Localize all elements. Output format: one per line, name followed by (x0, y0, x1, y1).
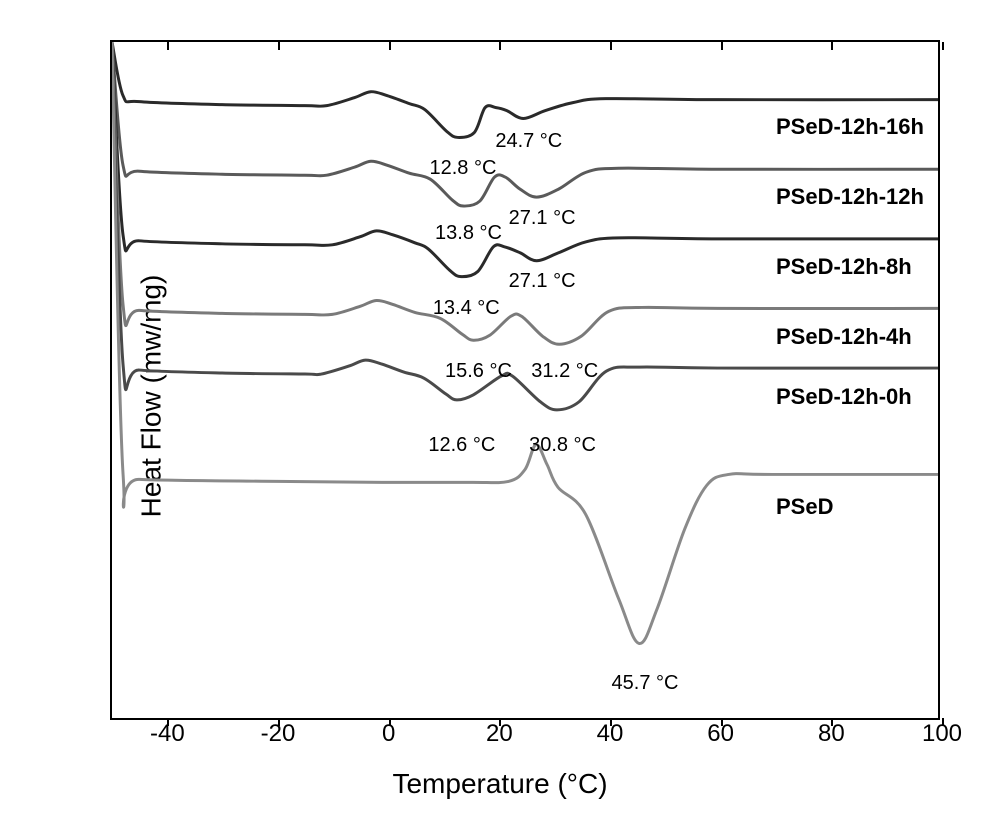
x-tick-label: 0 (382, 720, 395, 748)
plot-area: -40-20020406080100PSeD-12h-16h12.8 °C24.… (110, 40, 940, 720)
x-tick-mark (831, 42, 833, 50)
point-label: 31.2 °C (531, 360, 598, 383)
x-tick-mark (721, 42, 723, 50)
x-axis-label: Temperature (°C) (392, 768, 607, 800)
point-label: 12.8 °C (429, 157, 496, 180)
x-tick-mark (610, 42, 612, 50)
x-tick-mark (389, 42, 391, 50)
point-label: 30.8 °C (529, 434, 596, 457)
x-tick-label: 20 (486, 720, 513, 748)
x-tick-label: 60 (707, 720, 734, 748)
x-tick-label: -40 (150, 720, 185, 748)
x-tick-label: 40 (597, 720, 624, 748)
point-label: 15.6 °C (445, 360, 512, 383)
point-label: 27.1 °C (509, 207, 576, 230)
series-label: PSeD-12h-16h (776, 114, 924, 140)
point-label: 45.7 °C (612, 672, 679, 695)
x-tick-mark (167, 42, 169, 50)
series-label: PSeD (776, 494, 833, 520)
series-label: PSeD-12h-0h (776, 384, 912, 410)
point-label: 12.6 °C (428, 434, 495, 457)
point-label: 24.7 °C (495, 130, 562, 153)
dsc-chart: Heat Flow (mw/mg) -40-20020406080100PSeD… (20, 20, 980, 810)
x-tick-mark (942, 42, 944, 50)
series-label: PSeD-12h-4h (776, 324, 912, 350)
x-tick-mark (278, 42, 280, 50)
x-tick-mark (499, 42, 501, 50)
x-tick-label: -20 (261, 720, 296, 748)
series-label: PSeD-12h-8h (776, 254, 912, 280)
x-tick-label: 100 (922, 720, 962, 748)
x-tick-label: 80 (818, 720, 845, 748)
point-label: 27.1 °C (509, 270, 576, 293)
series-label: PSeD-12h-12h (776, 184, 924, 210)
point-label: 13.4 °C (433, 297, 500, 320)
point-label: 13.8 °C (435, 222, 502, 245)
